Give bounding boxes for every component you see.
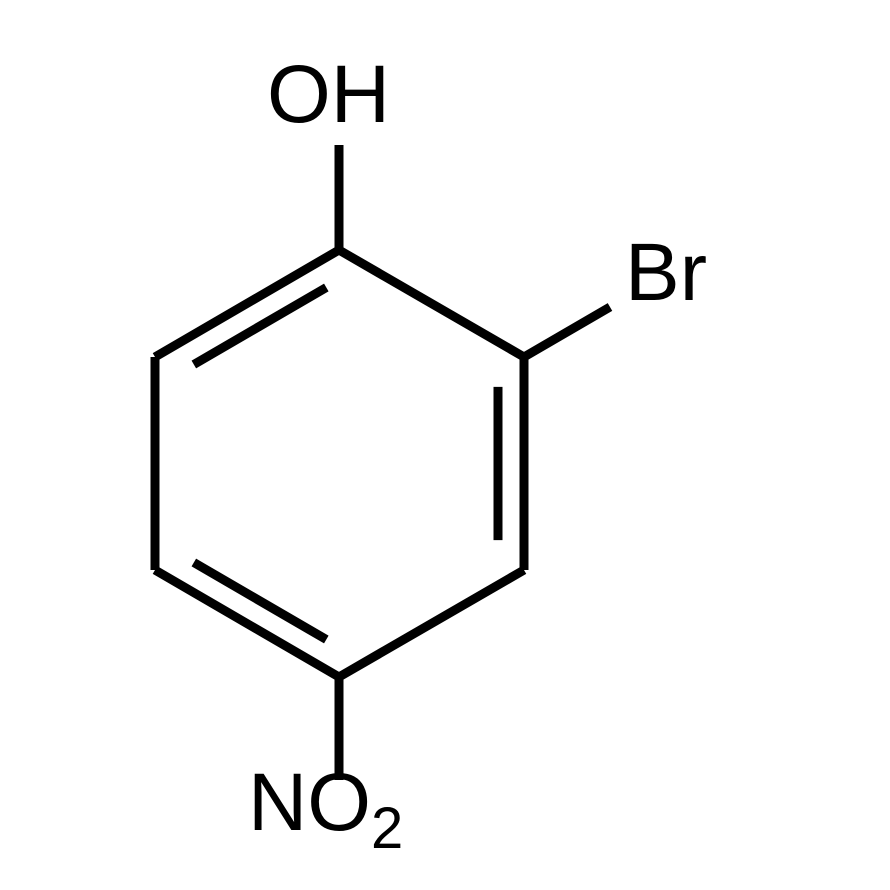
label-no2: NO2	[248, 757, 403, 861]
bond-C4-C5	[155, 570, 339, 677]
bond-C3-C4	[339, 570, 524, 677]
bond-C1-C2	[339, 250, 524, 357]
label-br: Br	[625, 227, 707, 318]
bond-C6-C1	[155, 250, 339, 357]
bond-C2-Br	[524, 307, 610, 357]
molecule-diagram: OH Br NO2	[0, 0, 890, 890]
label-oh: OH	[267, 49, 390, 140]
